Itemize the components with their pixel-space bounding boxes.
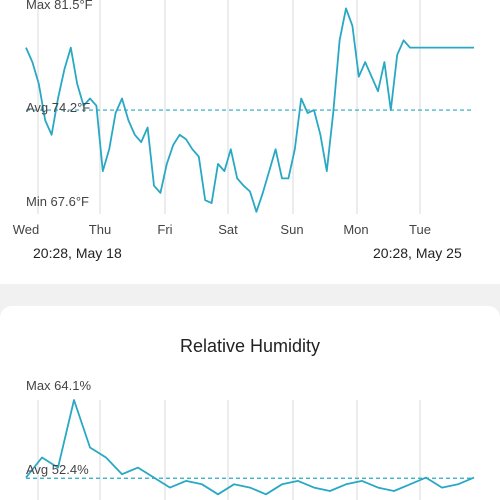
range-end-label: 20:28, May 25: [373, 245, 462, 261]
x-tick-label: Fri: [157, 222, 172, 237]
humidity-max-label: Max 64.1%: [26, 378, 91, 393]
x-tick-label: Sun: [280, 222, 303, 237]
range-start-label: 20:28, May 18: [33, 245, 122, 261]
humidity-avg-label: Avg 52.4%: [26, 462, 89, 477]
temperature-series-line: [25, 7, 474, 213]
temperature-x-ticks: Wed Thu Fri Sat Sun Mon Tue: [13, 222, 431, 237]
humidity-grid: [37, 400, 421, 500]
x-tick-label: Wed: [13, 222, 40, 237]
temperature-max-label: Max 81.5°F: [26, 0, 93, 12]
x-tick-label: Sat: [218, 222, 238, 237]
temperature-chart: Max 81.5°F Avg 74.2°F Min 67.6°F Wed Thu F…: [13, 0, 474, 237]
humidity-card: Relative Humidity Max 64.1% Avg 52.4%: [0, 306, 500, 500]
temperature-min-label: Min 67.6°F: [26, 194, 89, 209]
humidity-title: Relative Humidity: [179, 336, 321, 356]
humidity-series-line: [25, 399, 475, 496]
temperature-card: Max 81.5°F Avg 74.2°F Min 67.6°F Wed Thu F…: [0, 0, 500, 284]
humidity-chart: Max 64.1% Avg 52.4%: [25, 378, 475, 500]
x-tick-label: Tue: [409, 222, 431, 237]
temperature-avg-label: Avg 74.2°F: [26, 100, 90, 115]
x-tick-label: Mon: [343, 222, 368, 237]
temperature-grid: [37, 0, 421, 214]
x-tick-label: Thu: [89, 222, 111, 237]
